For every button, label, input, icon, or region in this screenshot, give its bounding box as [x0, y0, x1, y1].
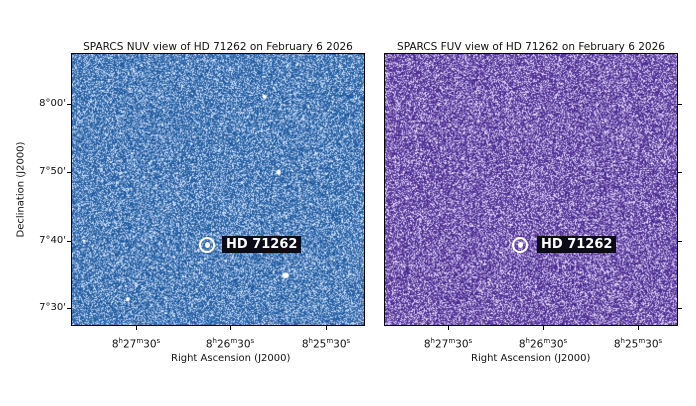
- y-tick-mark: [678, 308, 682, 309]
- fuv-x-axis-title: Right Ascension (J2000): [471, 353, 591, 364]
- y-tick-mark: [678, 104, 682, 105]
- x-tick-mark: [230, 326, 231, 330]
- nuv-image-panel: HD 71262: [71, 53, 365, 326]
- x-tick-label: 8h25m30s: [613, 337, 663, 351]
- y-tick-mark: [67, 241, 71, 242]
- x-tick-label: 8h27m30s: [423, 337, 473, 351]
- x-tick-mark: [638, 326, 639, 330]
- y-tick-mark: [67, 308, 71, 309]
- y-tick-label: 7°40': [39, 235, 66, 246]
- y-tick-mark: [67, 172, 71, 173]
- fuv-target-marker: [512, 237, 528, 253]
- nuv-panel-title: SPARCS NUV view of HD 71262 on February …: [83, 41, 353, 53]
- y-tick-mark: [678, 241, 682, 242]
- x-tick-mark: [136, 326, 137, 330]
- y-axis-title: Declination (J2000): [15, 141, 27, 238]
- fuv-panel-title: SPARCS FUV view of HD 71262 on February …: [397, 41, 665, 53]
- y-tick-label: 7°50': [39, 166, 66, 177]
- x-tick-label: 8h25m30s: [301, 337, 351, 351]
- x-tick-label: 8h26m30s: [205, 337, 255, 351]
- y-tick-mark: [67, 104, 71, 105]
- fuv-image-panel: HD 71262: [384, 53, 678, 326]
- fuv-sky-image: [385, 54, 677, 325]
- x-tick-label: 8h26m30s: [518, 337, 568, 351]
- nuv-target-label: HD 71262: [222, 236, 302, 253]
- nuv-target-star: [205, 242, 210, 248]
- x-tick-mark: [543, 326, 544, 330]
- x-tick-mark: [326, 326, 327, 330]
- fuv-target-star: [518, 242, 523, 248]
- x-tick-mark: [448, 326, 449, 330]
- nuv-sky-image: [72, 54, 364, 325]
- x-tick-label: 8h27m30s: [111, 337, 161, 351]
- nuv-target-marker: [199, 237, 215, 253]
- y-tick-mark: [678, 172, 682, 173]
- fuv-target-label: HD 71262: [537, 236, 617, 253]
- nuv-x-axis-title: Right Ascension (J2000): [171, 353, 291, 364]
- y-tick-label: 7°30': [39, 302, 66, 313]
- y-tick-label: 8°00': [39, 98, 66, 109]
